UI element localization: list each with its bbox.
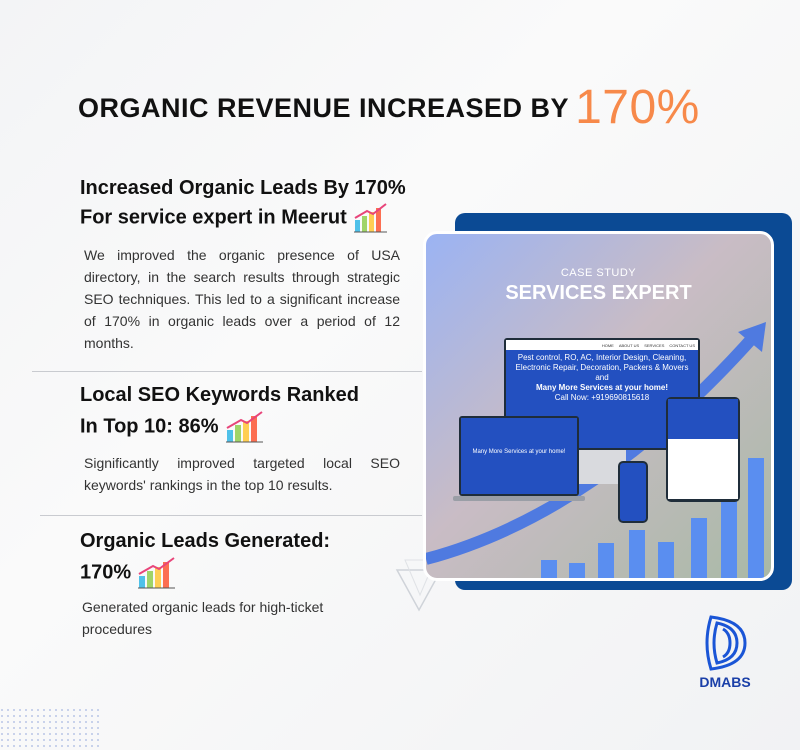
divider (32, 371, 422, 372)
dmabs-logo: DMABS (690, 613, 760, 690)
laptop-base (453, 496, 585, 501)
phone-mockup (618, 461, 648, 523)
nav-item: CONTACT US (669, 342, 695, 348)
section-local-seo: Local SEO Keywords Ranked In Top 10: 86%… (80, 380, 410, 496)
logo-text: DMABS (699, 674, 751, 690)
laptop-mockup: Many More Services at your home! (459, 416, 579, 496)
section-title: For service expert in Meerut (80, 206, 347, 229)
hero-phone: Call Now: +919690815618 (554, 393, 650, 402)
hero-text: Pest control, RO, AC, Interior Design, C… (515, 353, 689, 382)
section-title: In Top 10: 86% (80, 415, 219, 438)
hero-text: Many More Services at your home! (472, 449, 566, 455)
section-body: We improved the organic presence of USA … (84, 247, 400, 351)
case-study-title: SERVICES EXPERT (505, 282, 692, 304)
logo-mark-icon (705, 615, 747, 671)
section-leads-generated: Organic Leads Generated: 170% Generated … (80, 526, 410, 640)
decorative-dot-grid (0, 708, 100, 750)
section-organic-leads: Increased Organic Leads By 170% For serv… (80, 174, 410, 354)
section-title: Organic Leads Generated: (80, 530, 331, 552)
monitor-stand (576, 450, 626, 484)
nav-item: HOME (601, 342, 614, 348)
case-study-image: CASE STUDY SERVICES EXPERT HOME ABOUT US S… (423, 231, 774, 581)
nav-item: SERVICES (644, 342, 665, 348)
growth-chart-icon (353, 203, 387, 233)
hero-text: Many More Services at your home! (535, 383, 669, 392)
headline: ORGANIC REVENUE INCREASED BY 170% (78, 80, 700, 135)
site-nav: HOME ABOUT US SERVICES CONTACT US (506, 340, 698, 350)
tablet-mockup (666, 397, 740, 502)
nav-item: ABOUT US (618, 342, 640, 348)
headline-highlight: 170% (575, 81, 700, 134)
section-title: 170% (80, 561, 132, 584)
section-title: Local SEO Keywords Ranked (80, 384, 359, 406)
headline-text: ORGANIC REVENUE INCREASED BY (78, 93, 570, 123)
section-body: Generated organic leads for high-ticket … (82, 599, 324, 637)
case-study-label: CASE STUDY (560, 267, 637, 279)
growth-chart-icon (138, 557, 176, 589)
divider (40, 515, 422, 516)
section-body: Significantly improved targeted local SE… (84, 455, 400, 493)
section-title: Increased Organic Leads By 170% (80, 177, 406, 199)
growth-chart-icon (225, 411, 263, 443)
